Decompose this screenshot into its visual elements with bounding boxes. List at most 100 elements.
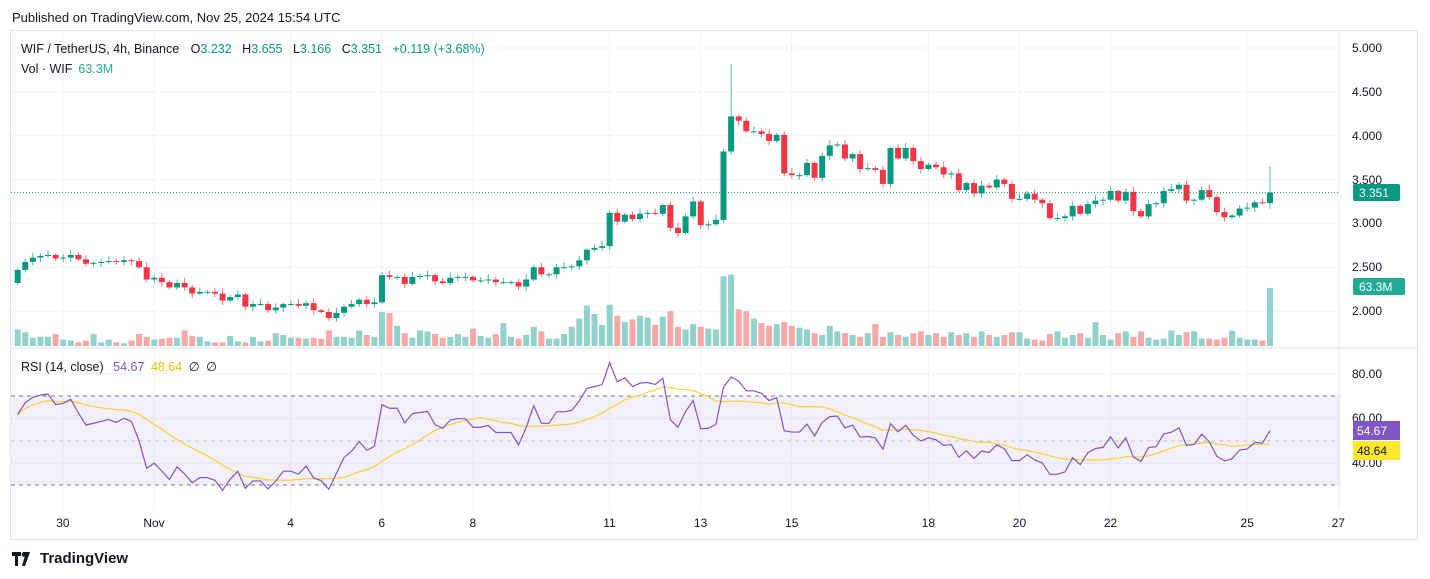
candle bbox=[1137, 208, 1144, 219]
candle-body bbox=[576, 260, 583, 267]
volume-bar bbox=[978, 331, 985, 346]
volume-bar bbox=[1046, 334, 1053, 346]
volume-bar bbox=[750, 318, 757, 346]
volume-bar bbox=[963, 333, 970, 346]
volume-bar bbox=[60, 339, 67, 346]
volume-bar bbox=[1267, 288, 1273, 346]
price-tick: 3.000 bbox=[1352, 216, 1382, 230]
candle-body bbox=[37, 255, 44, 258]
candle-body bbox=[667, 204, 674, 228]
candle-body bbox=[174, 283, 181, 288]
candle-body bbox=[1191, 199, 1198, 201]
candle bbox=[697, 199, 704, 229]
volume-bar bbox=[864, 333, 871, 346]
rsi-tag bbox=[1353, 421, 1400, 440]
candle bbox=[788, 168, 795, 179]
rsi-ma-tag-text: 48.64 bbox=[1357, 444, 1387, 458]
candle bbox=[105, 255, 112, 264]
candle-body bbox=[158, 277, 165, 283]
time-tick: 18 bbox=[922, 516, 936, 530]
candle-body bbox=[621, 214, 628, 222]
candle bbox=[492, 276, 499, 287]
volume-bar bbox=[1145, 337, 1152, 346]
volume-bar bbox=[1092, 322, 1099, 346]
candle-body bbox=[1229, 215, 1236, 218]
candle-body bbox=[591, 247, 598, 250]
volume-bar bbox=[637, 315, 644, 346]
candle bbox=[287, 300, 294, 306]
candle bbox=[508, 280, 514, 285]
time-tick: 4 bbox=[287, 516, 294, 530]
volume-bar bbox=[45, 336, 52, 346]
candle bbox=[644, 210, 651, 219]
candle-body bbox=[67, 254, 74, 258]
volume-bar bbox=[766, 325, 773, 346]
volume-bar bbox=[1054, 331, 1061, 346]
candle bbox=[1259, 197, 1266, 205]
volume-bar bbox=[14, 329, 21, 346]
candle bbox=[128, 258, 135, 266]
rsi-extra-2: ∅ bbox=[206, 360, 217, 374]
candle bbox=[424, 270, 431, 280]
rsi-ma-value: 48.64 bbox=[150, 360, 183, 374]
volume-bar bbox=[1001, 335, 1008, 346]
candle bbox=[841, 140, 848, 162]
candle-body bbox=[75, 254, 82, 260]
candle-body bbox=[614, 212, 621, 222]
time-tick: 20 bbox=[1013, 516, 1027, 530]
time-tick: 8 bbox=[470, 516, 477, 530]
candle bbox=[728, 63, 735, 155]
candle-body bbox=[181, 283, 188, 288]
candle-body bbox=[826, 145, 833, 156]
volume-bar bbox=[67, 340, 74, 346]
candle bbox=[561, 261, 568, 270]
candle-body bbox=[857, 154, 864, 170]
candle-body bbox=[1267, 192, 1273, 204]
candle bbox=[599, 240, 606, 251]
price-tick: 5.000 bbox=[1352, 41, 1382, 55]
volume-bar bbox=[424, 331, 431, 346]
candle bbox=[674, 222, 681, 238]
candle bbox=[1213, 194, 1220, 216]
candle bbox=[826, 140, 833, 161]
candle-body bbox=[530, 267, 537, 280]
candle bbox=[637, 208, 644, 223]
candle bbox=[1039, 197, 1046, 208]
volume-bar bbox=[492, 334, 499, 346]
candle bbox=[363, 296, 370, 308]
change-value: +0.119 (+3.68%) bbox=[392, 42, 485, 56]
rsi-line bbox=[17, 361, 1271, 492]
candle bbox=[386, 270, 393, 280]
volume-bar bbox=[1122, 331, 1129, 346]
candle bbox=[166, 280, 173, 290]
candle bbox=[416, 273, 423, 280]
candle-body bbox=[986, 185, 993, 188]
candle bbox=[45, 250, 52, 258]
last-volume-tag bbox=[1353, 278, 1405, 295]
open-label: O bbox=[190, 42, 201, 56]
candle bbox=[280, 302, 287, 312]
volume-bar bbox=[515, 338, 522, 346]
volume-bar bbox=[720, 276, 727, 346]
candle bbox=[1107, 186, 1114, 202]
candle-body bbox=[841, 144, 848, 159]
candle bbox=[735, 114, 742, 126]
candle-body bbox=[1016, 198, 1023, 200]
candle-body bbox=[523, 279, 530, 287]
candle bbox=[196, 287, 203, 296]
candle-body bbox=[1168, 189, 1175, 191]
candle-body bbox=[849, 154, 856, 159]
candle bbox=[887, 146, 894, 189]
candle-body bbox=[864, 168, 871, 170]
candle-body bbox=[1062, 216, 1069, 219]
candle bbox=[1183, 180, 1190, 205]
tradingview-logo-icon bbox=[12, 551, 30, 566]
candle bbox=[583, 247, 590, 265]
candle bbox=[325, 308, 332, 321]
candle bbox=[485, 274, 492, 284]
candle bbox=[591, 244, 598, 252]
volume-bar bbox=[75, 342, 82, 346]
candle-body bbox=[1100, 199, 1107, 201]
time-axis: 30 Nov 4 6 8 11 13 15 18 20 22 25 27 bbox=[56, 516, 1345, 530]
